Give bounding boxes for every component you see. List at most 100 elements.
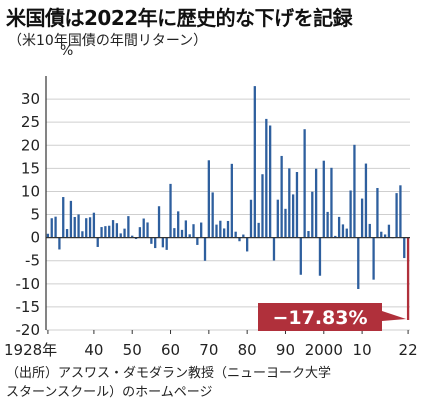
bar-1990 — [284, 208, 287, 238]
bar-1945 — [111, 220, 115, 238]
bar-2010 — [360, 198, 364, 238]
y-tick-label: 20 — [21, 136, 40, 154]
bar-1944 — [108, 225, 111, 238]
bar-1935 — [73, 216, 76, 238]
bar-1969 — [203, 237, 207, 261]
bar-1977 — [234, 231, 237, 238]
bar-2015 — [380, 231, 383, 238]
bar-2003 — [334, 235, 337, 238]
bar-1960 — [169, 183, 172, 238]
bar-1978 — [238, 237, 241, 242]
bar-2016 — [383, 234, 387, 238]
y-tick-label: 10 — [21, 182, 40, 200]
bar-2013 — [372, 237, 375, 280]
bar-1983 — [257, 222, 260, 238]
bar-2019 — [395, 193, 398, 238]
bar-1976 — [230, 163, 233, 238]
bar-1959 — [165, 237, 168, 250]
bar-1956 — [154, 237, 157, 249]
bar-1980 — [246, 237, 249, 252]
bar-1931 — [58, 237, 61, 250]
bar-1971 — [211, 192, 214, 238]
bar-1995 — [303, 129, 306, 238]
bar-1979 — [242, 234, 245, 238]
chart-title: 米国債は2022年に歴史的な下げを記録 — [6, 6, 353, 30]
bar-1938 — [85, 218, 88, 238]
bar-1973 — [219, 220, 222, 238]
bar-1991 — [288, 168, 291, 238]
bar-1934 — [69, 200, 73, 238]
bar-1949 — [127, 216, 130, 238]
bar-1929 — [50, 218, 53, 238]
bar-1963 — [180, 229, 184, 238]
x-tick-labels: 1928年 40 50 60 70 80 90 2000 10 22 — [4, 341, 418, 359]
x-tick-label: 40 — [84, 341, 103, 359]
bar-2011 — [364, 163, 368, 238]
axes — [45, 76, 410, 334]
bar-1937 — [81, 231, 84, 238]
x-tick-label: 60 — [161, 341, 180, 359]
bar-1970 — [207, 160, 210, 238]
bar-2004 — [337, 216, 341, 238]
bar-1961 — [173, 228, 176, 238]
bar-1986 — [268, 125, 272, 238]
bar-1948 — [123, 228, 126, 238]
bar-1941 — [96, 237, 99, 247]
source-line-1: （出所）アスワス・ダモダラン教授（ニューヨーク大学 — [6, 366, 332, 381]
y-tick-label: -10 — [16, 275, 41, 293]
bar-1981 — [249, 199, 253, 238]
bar-1930 — [54, 216, 57, 238]
annotation-pointer — [382, 311, 407, 321]
y-tick-label: 5 — [30, 206, 40, 224]
bar-1943 — [104, 226, 107, 238]
bar-1999 — [318, 237, 322, 276]
bar-1951 — [134, 237, 138, 240]
bar-1942 — [100, 227, 103, 238]
chart-subtitle: （米10年国債の年間リターン） — [8, 33, 208, 49]
bar-1989 — [280, 155, 283, 238]
bar-1992 — [291, 194, 295, 238]
bar-2022 — [406, 237, 410, 320]
bar-2000 — [322, 160, 325, 238]
y-tick-label: -5 — [25, 252, 40, 270]
bar-1933 — [65, 229, 69, 238]
annotation-box — [258, 303, 382, 331]
bar-1946 — [115, 223, 119, 238]
bar-1962 — [177, 211, 180, 238]
bar-series — [46, 86, 410, 320]
bar-1955 — [150, 237, 153, 244]
x-tick-label: 50 — [123, 341, 142, 359]
bar-1985 — [265, 118, 268, 238]
x-tick-label: 10 — [353, 341, 372, 359]
y-tick-label: -15 — [16, 298, 41, 316]
y-tick-label: 25 — [21, 113, 40, 131]
bar-1940 — [92, 212, 96, 238]
bar-2006 — [345, 228, 348, 238]
bar-2007 — [349, 190, 352, 238]
x-tick-label: 80 — [238, 341, 257, 359]
source-note: （出所）アスワス・ダモダラン教授（ニューヨーク大学 スターンスクール）のホームペ… — [6, 364, 426, 402]
bar-2001 — [326, 211, 329, 238]
bar-2017 — [387, 224, 391, 238]
bar-1954 — [146, 222, 149, 238]
bar-1966 — [192, 224, 195, 238]
y-tick-label: -20 — [16, 321, 41, 339]
bar-1957 — [157, 206, 161, 238]
bar-1997 — [311, 191, 314, 238]
bar-2021 — [403, 237, 406, 259]
x-tick-label: 90 — [276, 341, 295, 359]
bar-1950 — [131, 235, 134, 238]
bar-1928 — [46, 233, 50, 238]
bar-1932 — [62, 197, 65, 238]
annotation: −17.83% — [258, 303, 407, 331]
bar-1967 — [196, 237, 199, 245]
bar-1968 — [200, 222, 203, 238]
x-tick-label: 1928年 — [4, 341, 57, 359]
y-tick-label: 15 — [21, 159, 40, 177]
bar-1964 — [184, 220, 188, 238]
bar-2009 — [357, 237, 360, 289]
bar-1953 — [142, 218, 145, 238]
y-tick-labels: -20 -15 -10 -5 0 5 10 15 20 25 30% — [16, 43, 74, 339]
bar-1996 — [307, 231, 310, 238]
